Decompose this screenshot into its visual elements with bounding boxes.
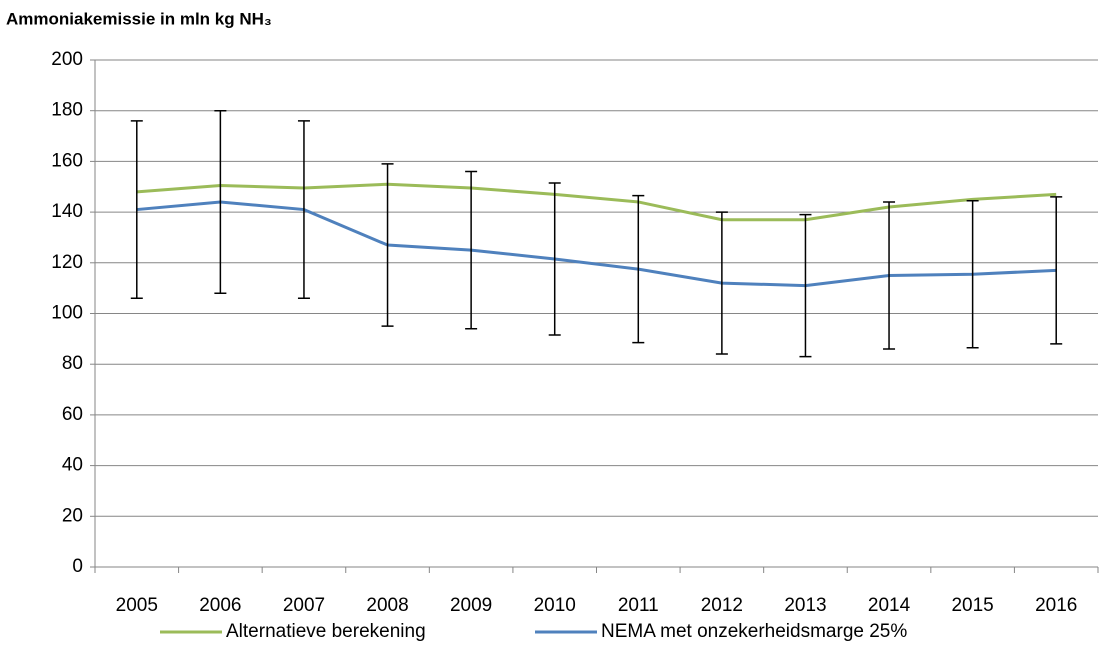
x-tick-label: 2011: [618, 595, 659, 616]
error-bar: [297, 120, 310, 300]
legend-label: NEMA met onzekerheidsmarge 25%: [601, 621, 907, 642]
x-tick-label: 2010: [534, 595, 576, 616]
error-bar: [1050, 196, 1063, 345]
legend-label: Alternatieve berekening: [226, 621, 426, 642]
x-tick-label: 2007: [283, 595, 325, 616]
error-bar: [799, 213, 812, 358]
x-tick-label: 2006: [199, 595, 241, 616]
y-tick-label: 140: [51, 201, 83, 222]
x-tick-label: 2008: [366, 595, 408, 616]
y-tick-label: 100: [51, 303, 83, 324]
y-tick-label: 0: [72, 556, 83, 577]
error-bar: [381, 163, 394, 327]
error-bar: [214, 109, 227, 294]
error-bar: [632, 194, 645, 344]
x-tick-label: 2016: [1035, 595, 1077, 616]
error-bar: [548, 182, 561, 336]
y-tick-label: 160: [51, 150, 83, 171]
x-tick-label: 2009: [450, 595, 492, 616]
y-tick-label: 60: [62, 404, 83, 425]
y-tick-label: 20: [62, 505, 83, 526]
y-tick-label: 80: [62, 353, 83, 374]
x-tick-label: 2014: [868, 595, 911, 616]
x-tick-label: 2005: [116, 595, 158, 616]
error-bar: [883, 201, 896, 350]
error-bar: [130, 120, 143, 300]
error-bar: [465, 170, 478, 330]
error-bar: [966, 199, 979, 349]
series-line: [136, 200, 1057, 288]
x-tick-label: 2015: [951, 595, 993, 616]
x-tick-label: 2012: [701, 595, 743, 616]
error-bar: [715, 211, 728, 355]
y-tick-label: 180: [51, 100, 83, 121]
x-tick-label: 2013: [784, 595, 826, 616]
y-tick-label: 120: [51, 252, 83, 273]
chart-title: Ammoniakemissie in mln kg NH₃: [6, 9, 272, 28]
y-tick-label: 40: [62, 455, 83, 476]
series-line: [136, 182, 1057, 222]
y-tick-label: 200: [51, 49, 83, 70]
